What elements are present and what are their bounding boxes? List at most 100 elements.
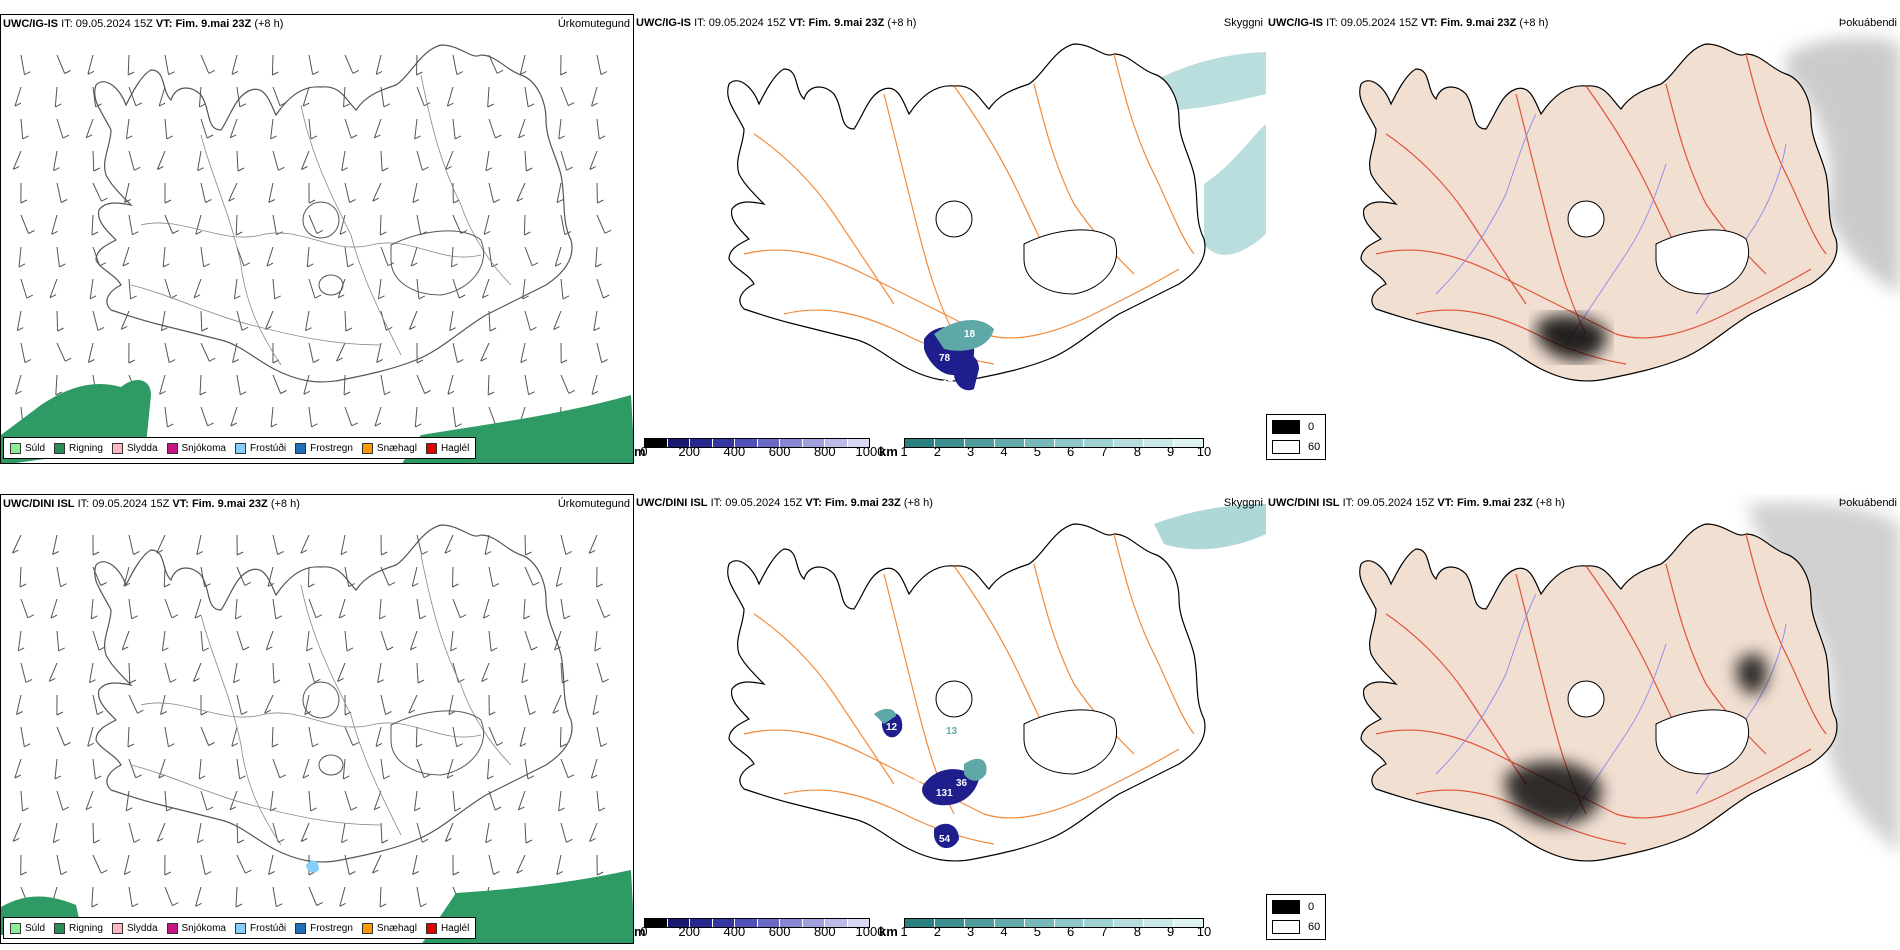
iceland-map: 12 13 131 36 54 9: [634, 504, 1266, 944]
legend-swatch: [111, 442, 123, 454]
iceland-map: [1266, 37, 1900, 464]
tick-label: 800: [813, 444, 836, 459]
colorbar-cell: [1174, 439, 1204, 447]
colorbar-cell: [802, 439, 825, 447]
legend-swatch: [425, 922, 437, 934]
colorbar-cell: [1114, 439, 1145, 447]
colorbar-cell: [934, 439, 965, 447]
fog-swatch: [1272, 440, 1300, 454]
colorbar-cell: [712, 919, 735, 927]
visibility-unit: km: [879, 444, 898, 459]
legend-swatch: [295, 442, 307, 454]
colorbar-cell: [1084, 919, 1115, 927]
colorbar-cell: [1114, 919, 1145, 927]
colorbar-cell: [847, 919, 869, 927]
fog-label: 60: [1308, 441, 1321, 453]
colorbar-cell: [825, 919, 848, 927]
tick-label: 5: [1033, 924, 1041, 939]
field-title: Skyggni: [1223, 497, 1263, 509]
colorbar-cell: [825, 439, 848, 447]
legend-item: Slydda: [111, 442, 158, 454]
ceiling-label: 13: [946, 726, 958, 737]
legend-item: Rigning: [54, 442, 103, 454]
fog-indicator-map-bottom: UWC/DINI ISL IT: 09.05.2024 15Z VT: Fim.…: [1266, 494, 1900, 944]
legend-item: Rigning: [54, 922, 103, 934]
iceland-map: [1, 495, 633, 943]
visibility-area: [874, 708, 987, 781]
colorbar-cell: [645, 439, 668, 447]
precip-type-map-top: UWC/IG-IS IT: 09.05.2024 15Z VT: Fim. 9.…: [0, 14, 634, 464]
legend-label: Frostregn: [310, 442, 353, 454]
legend-label: Frostúði: [249, 442, 287, 454]
legend-item: Súld: [10, 442, 46, 454]
tick-label: 1: [900, 444, 908, 459]
tick-label: 6: [1067, 444, 1075, 459]
fog-legend: 0 60: [1266, 894, 1326, 940]
tick-label: 7: [1100, 444, 1108, 459]
legend-label: Súld: [25, 442, 46, 454]
legend-item: Snjókoma: [166, 922, 226, 934]
colorbar-cell: [1024, 919, 1055, 927]
fog-area: [1786, 37, 1900, 294]
legend-swatch: [234, 922, 246, 934]
tick-label: 4: [1000, 444, 1008, 459]
ceiling-unit: m: [634, 444, 646, 459]
legend-swatch: [234, 442, 246, 454]
colorbar-cell: [712, 439, 735, 447]
fog-swatch: [1272, 900, 1300, 914]
fog-indicator-map-top: UWC/IG-IS IT: 09.05.2024 15Z VT: Fim. 9.…: [1266, 14, 1900, 464]
ceiling-label: 67: [942, 379, 954, 390]
visibility-ticks: 1 2 3 4 5 6 7 8 9 10: [900, 924, 1211, 939]
tick-label: 200: [678, 924, 701, 939]
tick-label: 8: [1133, 444, 1141, 459]
legend-swatch: [166, 442, 178, 454]
visibility-area: [934, 319, 994, 351]
colorbar-cell: [994, 439, 1025, 447]
colorbar-cell: [905, 919, 935, 927]
ceiling-ticks: 0 200 400 600 800 1000: [640, 444, 884, 459]
legend-item: Frostregn: [295, 442, 353, 454]
precip-legend: Súld Rigning Slydda Snjókoma Frostúði Frostre…: [3, 917, 477, 939]
tick-label: 10: [1196, 444, 1212, 459]
colorbar-cell: [994, 919, 1025, 927]
precip-type-map-bottom: UWC/DINI ISL IT: 09.05.2024 15Z VT: Fim.…: [0, 494, 634, 944]
colorbar-cell: [690, 919, 713, 927]
field-title: Úrkomutegund: [557, 498, 630, 510]
tick-label: 8: [1133, 924, 1141, 939]
wind-barbs: [12, 54, 612, 428]
cloud-visibility-map-bottom: 12 13 131 36 54 9 UWC/DINI ISL IT: 09.05…: [634, 494, 1266, 944]
colorbar-cell: [1054, 439, 1085, 447]
ceiling-label: 54: [939, 834, 951, 845]
colorbar-cell: [1054, 919, 1085, 927]
legend-label: Slydda: [126, 922, 158, 934]
ceiling-label: 131: [936, 788, 953, 799]
field-title: Þokuábendi: [1838, 497, 1897, 509]
colorbar-cell: [780, 919, 803, 927]
ceiling-label: 9: [914, 778, 920, 789]
panel-header: UWC/IG-IS IT: 09.05.2024 15Z VT: Fim. 9.…: [3, 18, 284, 30]
colorbar-cell: [757, 919, 780, 927]
legend-item: Snæhagl: [361, 922, 417, 934]
fog-label: 60: [1308, 921, 1321, 933]
ceiling-colorbar: [644, 438, 870, 448]
tick-label: 1000: [855, 924, 885, 939]
fog-label: 0: [1308, 901, 1315, 913]
legend-label: Súld: [25, 922, 46, 934]
tick-label: 3: [967, 444, 975, 459]
tick-label: 6: [1067, 924, 1075, 939]
colorbar-cell: [1174, 919, 1204, 927]
legend-item: Slydda: [111, 922, 158, 934]
tick-label: 0: [640, 444, 648, 459]
colorbar-cell: [964, 919, 995, 927]
tick-label: 400: [723, 924, 746, 939]
colorbar-cell: [735, 439, 758, 447]
colorbar-cell: [735, 919, 758, 927]
panel-header: UWC/DINI ISL IT: 09.05.2024 15Z VT: Fim.…: [3, 498, 300, 510]
colorbar-cell: [905, 439, 935, 447]
tick-label: 1: [900, 924, 908, 939]
legend-item: Haglél: [425, 922, 469, 934]
legend-swatch: [361, 922, 373, 934]
field-title: Úrkomutegund: [557, 18, 630, 30]
legend-swatch: [54, 922, 66, 934]
colorbar-cell: [780, 439, 803, 447]
